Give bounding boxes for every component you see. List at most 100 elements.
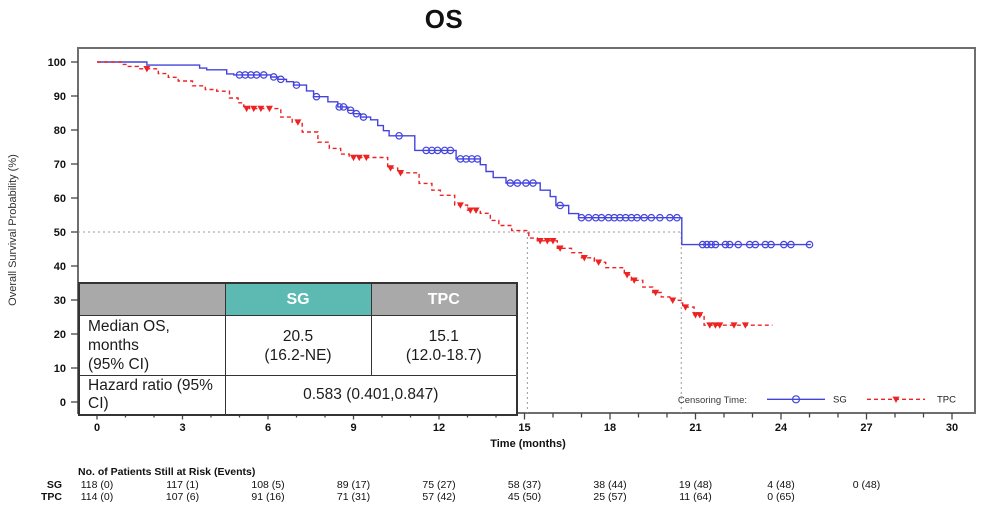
sg-curve	[97, 61, 811, 246]
y-tick-label: 50	[54, 227, 66, 239]
median-os-sg-line1: 20.5	[282, 327, 314, 345]
risk-value: 58 (37)	[507, 479, 542, 491]
sg-censor-mark	[721, 240, 730, 249]
tpc-censor-mark	[549, 238, 557, 245]
tpc-censor-mark	[143, 66, 151, 73]
tpc-censor-mark	[706, 322, 714, 329]
risk-value: 0 (48)	[852, 479, 881, 491]
risk-value: 108 (5)	[251, 479, 285, 491]
risk-row-tpc: TPC 114 (0) 107 (6) 91 (16) 71 (31) 57 (42) 4…	[0, 491, 987, 503]
y-tick-label: 100	[48, 57, 66, 69]
tpc-censor-mark	[595, 259, 603, 266]
sg-censor-mark	[259, 71, 268, 79]
sg-censor-mark	[252, 71, 261, 79]
sg-censor-mark	[433, 146, 442, 155]
risk-row-label-tpc: TPC	[41, 491, 62, 503]
sg-censor-mark	[647, 213, 656, 222]
risk-value: 19 (48)	[678, 479, 713, 491]
stats-header-empty	[78, 282, 226, 316]
risk-value: 0 (65)	[767, 491, 795, 503]
plot-frame	[77, 47, 976, 414]
tpc-censor-mark	[362, 154, 370, 162]
sg-censor-mark	[446, 146, 455, 155]
sg-censor-mark	[312, 92, 321, 101]
risk-value: 71 (31)	[336, 491, 371, 503]
legend-sg-circle-icon	[791, 395, 801, 404]
tpc-censor-mark	[580, 255, 588, 262]
hazard-ratio-label: Hazard ratio (95% CI)	[78, 375, 226, 416]
sg-censor-mark	[780, 240, 788, 249]
risk-value: 114 (0)	[80, 491, 114, 503]
sg-censor-mark	[359, 113, 368, 121]
stats-header-tpc: TPC	[370, 282, 518, 316]
risk-value: 89 (17)	[336, 479, 371, 491]
y-tick-label: 0	[60, 397, 66, 409]
median-os-tpc-line2: (12.0-18.7)	[405, 346, 482, 364]
sg-censor-mark	[621, 213, 630, 222]
x-tick-label: 18	[604, 422, 616, 434]
sg-censor-mark	[335, 103, 344, 111]
sg-censor-mark	[703, 240, 711, 249]
sg-censor-mark	[440, 146, 449, 155]
sg-censor-mark	[627, 213, 636, 222]
legend-tpc-label: TPC	[937, 395, 956, 406]
tpc-censor-mark	[387, 165, 395, 172]
x-tick-label: 24	[775, 422, 788, 434]
sg-censor-mark	[656, 213, 664, 222]
risk-value: 45 (50)	[507, 491, 542, 503]
tpc-censor-mark	[556, 245, 564, 252]
median-os-label-line1: Median OS, months	[88, 318, 170, 354]
tpc-censor-mark	[294, 119, 302, 126]
y-tick-label: 20	[54, 329, 66, 341]
y-tick-label: 90	[54, 91, 66, 103]
x-tick-label: 0	[94, 422, 100, 434]
sg-censor-mark	[556, 201, 564, 210]
risk-value: 38 (44)	[593, 479, 627, 491]
sg-censor-mark	[513, 179, 522, 187]
sg-censor-mark	[711, 240, 720, 249]
x-tick-label: 27	[860, 422, 872, 434]
tpc-censor-mark	[243, 105, 251, 113]
hazard-ratio-value: 0.583 (0.401,0.847)	[224, 375, 518, 416]
tpc-censor-mark	[350, 154, 357, 162]
sg-censor-mark	[787, 240, 795, 249]
sg-censor-mark	[292, 81, 301, 89]
sg-censor-mark	[610, 213, 619, 222]
y-tick-label: 40	[54, 261, 66, 273]
legend-tpc-triangle-icon	[892, 396, 900, 403]
chart-title: OS	[424, 4, 464, 34]
sg-censor-mark	[604, 213, 613, 222]
y-tick-label: 60	[54, 193, 66, 205]
tpc-censor-mark	[652, 289, 660, 297]
tpc-censor-mark	[456, 202, 464, 209]
legend-title: Censoring Time:	[678, 395, 747, 406]
risk-value: 107 (6)	[165, 491, 200, 503]
sg-censor-mark	[473, 155, 482, 163]
tpc-censor-mark	[265, 105, 273, 113]
tpc-censor-mark	[741, 322, 749, 329]
x-tick-label: 9	[350, 422, 356, 434]
median-os-sg-value: 20.5 (16.2-NE)	[224, 315, 372, 376]
risk-value: 75 (27)	[422, 479, 456, 491]
risk-row-label-sg: SG	[46, 479, 62, 491]
median-os-label-line2: (95% CI)	[88, 356, 150, 373]
median-os-sg-line2: (16.2-NE)	[264, 346, 332, 364]
sg-censor-mark	[346, 106, 355, 115]
sg-censor-mark	[352, 109, 361, 118]
sg-censor-mark	[673, 213, 681, 222]
risk-value: 4 (48)	[767, 479, 795, 491]
x-tick-label: 3	[179, 422, 185, 434]
tpc-censor-mark	[623, 272, 631, 279]
sg-censor-mark	[269, 73, 278, 81]
risk-value: 117 (1)	[166, 479, 199, 491]
sg-censor-mark	[339, 103, 348, 111]
sg-censor-mark	[529, 179, 537, 187]
sg-censor-mark	[633, 213, 641, 222]
y-tick-label: 30	[54, 295, 66, 307]
x-tick-label: 21	[689, 422, 701, 434]
risk-value: 11 (64)	[679, 491, 712, 503]
median-os-label: Median OS, months (95% CI)	[78, 315, 226, 376]
sg-censor-mark	[591, 213, 600, 222]
sg-censor-mark	[522, 179, 530, 187]
sg-censor-mark	[247, 71, 255, 79]
